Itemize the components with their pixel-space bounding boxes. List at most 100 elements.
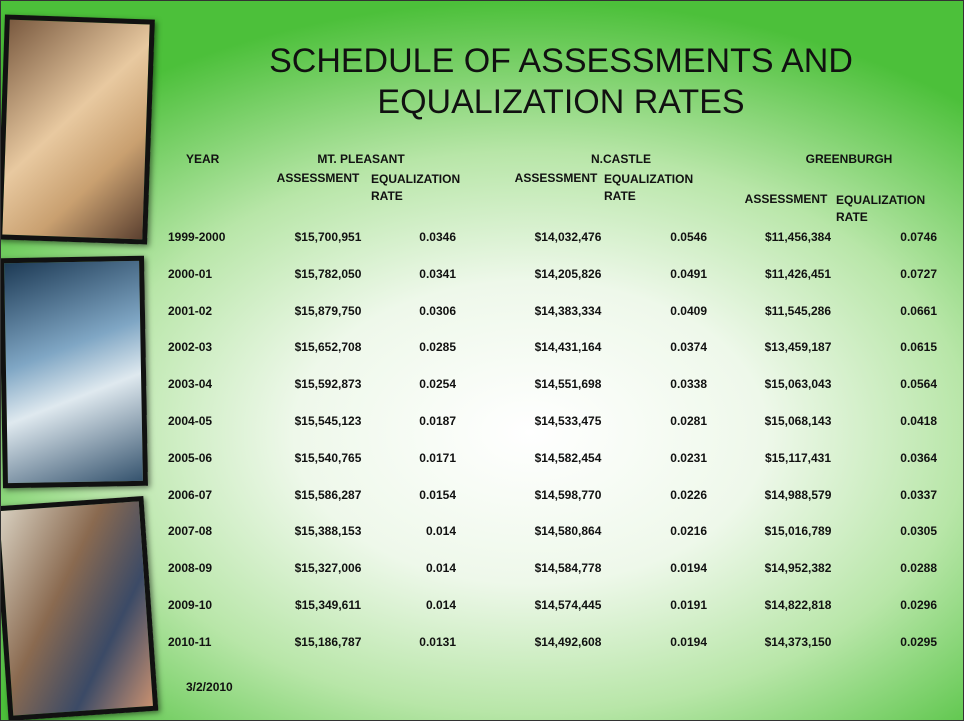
table-cell: $15,879,750 bbox=[294, 303, 362, 318]
table-cell: $14,533,475 bbox=[534, 414, 602, 428]
table-cell: $15,388,153 bbox=[294, 524, 362, 539]
table-cell: 0.0194 bbox=[670, 561, 707, 576]
table-cell: 0.0216 bbox=[670, 524, 707, 539]
table-cell: 0.0341 bbox=[419, 266, 456, 281]
table-cell: $15,016,789 bbox=[764, 524, 832, 539]
table-cell: 0.0281 bbox=[670, 414, 707, 428]
group-name: MT. PLEASANT bbox=[317, 152, 405, 166]
table-cell: 0.0306 bbox=[419, 303, 456, 318]
col-header: ASSESSMENT bbox=[276, 171, 360, 185]
table-cell: $14,383,334 bbox=[534, 303, 602, 318]
table-cell: 0.014 bbox=[425, 524, 456, 539]
table-cell: $14,582,454 bbox=[534, 450, 602, 465]
table-cell: 0.0296 bbox=[900, 598, 937, 612]
table-cell: 0.014 bbox=[425, 598, 456, 612]
table-cell: 0.0346 bbox=[419, 230, 456, 244]
table-cell: $15,349,611 bbox=[294, 598, 362, 612]
table-cell: 0.0191 bbox=[670, 598, 707, 612]
table-cell: $11,456,384 bbox=[764, 230, 832, 244]
table-cell: $15,782,050 bbox=[294, 266, 362, 281]
photo bbox=[1, 496, 159, 720]
table-cell: 0.0295 bbox=[900, 634, 937, 649]
table-cell: 0.0418 bbox=[900, 414, 937, 428]
photo bbox=[1, 14, 155, 245]
table-cell: 0.0491 bbox=[670, 266, 707, 281]
table-cell: $15,545,123 bbox=[294, 414, 362, 428]
table-cell: 0.0231 bbox=[670, 450, 707, 465]
table-cell: $14,205,826 bbox=[534, 266, 602, 281]
table-cell: $14,598,770 bbox=[534, 487, 602, 502]
year-cell: 2003-04 bbox=[168, 377, 213, 392]
year-cell: 2007-08 bbox=[168, 524, 213, 539]
table-cell: 0.0661 bbox=[900, 303, 937, 318]
table-cell: 0.0131 bbox=[419, 634, 456, 649]
table-cell: $11,545,286 bbox=[764, 303, 832, 318]
table-cell: $15,652,708 bbox=[294, 340, 362, 355]
year-cell: 2002-03 bbox=[168, 340, 213, 355]
table-cell: $15,063,043 bbox=[764, 377, 832, 392]
table-cell: 0.0409 bbox=[670, 303, 707, 318]
year-cell: 2008-09 bbox=[168, 561, 213, 576]
header-year: YEAR bbox=[186, 152, 220, 166]
table-cell: $14,574,445 bbox=[534, 598, 602, 612]
table-cell: 0.0194 bbox=[670, 634, 707, 649]
year-cell: 1999-2000 bbox=[168, 230, 226, 244]
year-cell: 2004-05 bbox=[168, 414, 213, 428]
table-cell: $11,426,451 bbox=[764, 266, 832, 281]
group-name: N.CASTLE bbox=[591, 152, 651, 166]
table-cell: $13,459,187 bbox=[764, 340, 832, 355]
table-cell: 0.0546 bbox=[670, 230, 707, 244]
col-header: EQUALIZATION RATE bbox=[371, 172, 461, 203]
col-header: EQUALIZATION RATE bbox=[604, 172, 694, 203]
table-cell: 0.0374 bbox=[670, 340, 707, 355]
table-cell: $14,492,608 bbox=[534, 634, 602, 649]
table-cell: $14,373,150 bbox=[764, 634, 832, 649]
table-cell: $15,700,951 bbox=[294, 230, 362, 244]
col-header: ASSESSMENT bbox=[514, 171, 598, 185]
col-header: ASSESSMENT bbox=[744, 192, 828, 206]
table-cell: $15,068,143 bbox=[764, 414, 832, 428]
table-cell: 0.0727 bbox=[900, 266, 937, 281]
date: 3/2/2010 bbox=[186, 680, 233, 694]
title: SCHEDULE OF ASSESSMENTS AND EQUALIZATION… bbox=[269, 42, 853, 121]
photo bbox=[1, 255, 148, 489]
table-cell: $15,592,873 bbox=[294, 377, 362, 392]
table-cell: 0.0226 bbox=[670, 487, 707, 502]
table-cell: 0.0285 bbox=[419, 340, 456, 355]
table-cell: $15,540,765 bbox=[294, 450, 362, 465]
year-cell: 2009-10 bbox=[168, 598, 213, 612]
table-cell: 0.0746 bbox=[900, 230, 937, 244]
table-cell: $14,952,382 bbox=[764, 561, 832, 576]
table-cell: $14,551,698 bbox=[534, 377, 602, 392]
table-cell: $15,117,431 bbox=[764, 450, 832, 465]
table-cell: 0.0171 bbox=[419, 450, 456, 465]
table-cell: 0.0187 bbox=[419, 414, 456, 428]
table-cell: 0.0305 bbox=[900, 524, 937, 539]
table-cell: $14,431,164 bbox=[534, 340, 602, 355]
year-cell: 2006-07 bbox=[168, 487, 213, 502]
table-cell: 0.0364 bbox=[900, 450, 937, 465]
table-cell: $14,584,778 bbox=[534, 561, 602, 576]
table-cell: $14,032,476 bbox=[534, 230, 602, 244]
table-cell: $14,822,818 bbox=[764, 598, 832, 612]
table-cell: 0.0615 bbox=[900, 340, 937, 355]
table-cell: 0.014 bbox=[425, 561, 456, 576]
group-name: GREENBURGH bbox=[805, 152, 893, 166]
table-cell: $15,186,787 bbox=[294, 634, 362, 649]
table-cell: 0.0254 bbox=[419, 377, 456, 392]
table-cell: $15,586,287 bbox=[294, 487, 362, 502]
year-cell: 2001-02 bbox=[168, 303, 213, 318]
table-cell: 0.0338 bbox=[670, 377, 707, 392]
col-header: EQUALIZATION RATE bbox=[836, 193, 926, 224]
table-cell: $14,988,579 bbox=[764, 487, 832, 502]
year-cell: 2000-01 bbox=[168, 266, 213, 281]
table-cell: $15,327,006 bbox=[294, 561, 362, 576]
table-cell: 0.0337 bbox=[900, 487, 937, 502]
year-cell: 2005-06 bbox=[168, 450, 213, 465]
table-cell: $14,580,864 bbox=[534, 524, 602, 539]
table-cell: 0.0564 bbox=[900, 377, 937, 392]
table-cell: 0.0288 bbox=[900, 561, 937, 576]
table-cell: 0.0154 bbox=[419, 487, 456, 502]
year-cell: 2010-11 bbox=[168, 634, 212, 649]
